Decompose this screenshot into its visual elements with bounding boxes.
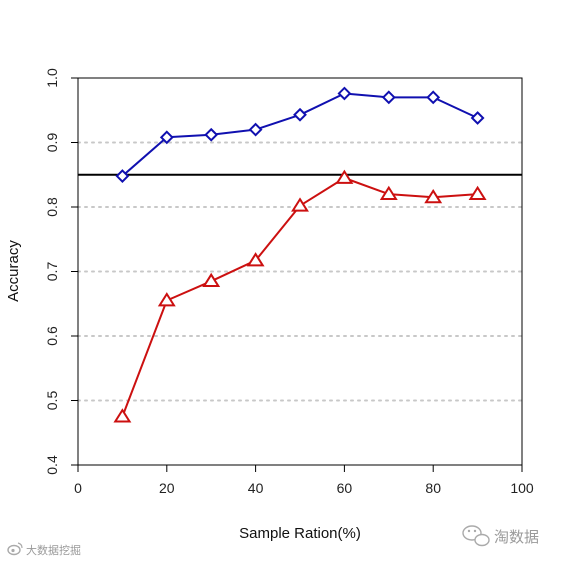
x-axis: 0 20 40 60 80 100	[74, 465, 534, 496]
series-group	[113, 86, 487, 423]
weibo-logo-icon	[7, 542, 23, 556]
data-point-triangle	[113, 408, 132, 423]
data-point-triangle	[335, 169, 354, 184]
data-point-triangle	[157, 292, 176, 307]
watermark-left: 大数据挖掘	[7, 542, 81, 557]
y-tick-label: 0.4	[44, 455, 60, 475]
data-point-triangle	[424, 188, 443, 204]
data-point-triangle	[379, 185, 398, 200]
data-point-triangle	[291, 197, 309, 212]
series-diamond	[115, 86, 485, 183]
x-tick-label: 20	[159, 480, 175, 496]
y-axis-title: Accuracy	[5, 240, 22, 302]
watermark-right-text: 淘数据	[494, 528, 539, 546]
data-point-diamond	[337, 86, 352, 101]
y-axis: 0.4 0.5 0.6 0.7 0.8 0.9 1.0	[44, 68, 78, 475]
series-triangle	[113, 169, 487, 423]
data-point-triangle	[468, 185, 487, 200]
y-tick-label: 1.0	[44, 68, 60, 88]
data-point-diamond	[381, 90, 396, 105]
y-tick-label: 0.7	[44, 262, 60, 282]
wechat-logo-icon	[462, 525, 490, 547]
y-tick-label: 0.9	[44, 133, 60, 153]
x-tick-label: 0	[74, 480, 82, 496]
grid-lines	[77, 141, 523, 402]
data-point-diamond	[204, 127, 219, 142]
data-point-diamond	[159, 130, 174, 145]
data-point-diamond	[115, 169, 130, 183]
x-tick-label: 100	[510, 480, 534, 496]
data-point-triangle	[246, 252, 265, 267]
data-point-diamond	[293, 107, 307, 122]
y-tick-label: 0.5	[44, 391, 60, 411]
x-tick-label: 80	[425, 480, 441, 496]
x-tick-label: 40	[248, 480, 264, 496]
watermark-left-text: 大数据挖掘	[26, 543, 81, 557]
y-tick-label: 0.6	[44, 326, 60, 346]
y-tick-label: 0.8	[44, 197, 60, 217]
data-point-diamond	[426, 90, 441, 105]
data-point-diamond	[470, 111, 485, 125]
x-axis-title: Sample Ration(%)	[239, 525, 361, 542]
data-point-triangle	[202, 272, 221, 288]
x-tick-label: 60	[337, 480, 353, 496]
data-point-diamond	[248, 122, 263, 137]
watermark-right: 淘数据	[462, 525, 539, 547]
